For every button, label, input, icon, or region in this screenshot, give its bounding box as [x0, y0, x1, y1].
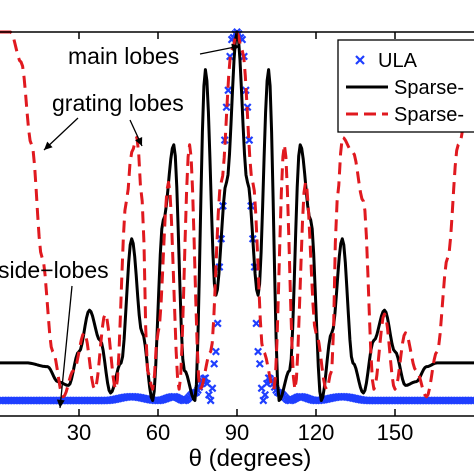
annotation-arrow: [59, 285, 73, 409]
ula-marker: [208, 384, 217, 393]
ula-marker: [261, 390, 270, 399]
ula-marker: [204, 390, 213, 399]
ula-marker: [206, 396, 215, 405]
ula-marker: [259, 396, 268, 405]
legend-label: Sparse-: [394, 104, 464, 126]
annotation-main-lobes: main lobes: [68, 43, 241, 69]
ula-marker: [252, 319, 261, 328]
x-tick-label: 30: [67, 420, 91, 445]
axes-layer: 30 60 90 120 150: [0, 31, 474, 445]
x-tick-label: 150: [377, 420, 414, 445]
legend-label: ULA: [378, 50, 418, 72]
ula-marker: [213, 319, 222, 328]
annotation-text: main lobes: [68, 43, 179, 69]
ula-marker: [210, 359, 219, 368]
ula-marker: [224, 86, 233, 95]
series-sparse-dashed-line: [0, 30, 474, 399]
x-tick-label: 90: [225, 420, 249, 445]
annotation-arrowhead: [56, 399, 65, 408]
legend-label: Sparse-: [394, 77, 464, 99]
legend-entry: ULA: [355, 50, 418, 72]
legend-entry: Sparse-: [346, 77, 464, 99]
ula-marker: [222, 103, 231, 112]
annotation-text: side−lobes: [0, 257, 109, 283]
annotations-layer: main lobes grating lobes side−lobes: [0, 43, 241, 409]
annotation-text: grating lobes: [52, 90, 184, 116]
ula-marker: [255, 359, 264, 368]
annotation-side-lobes: side−lobes: [0, 257, 109, 409]
x-tick-label: 60: [146, 420, 170, 445]
ula-marker: [245, 136, 254, 145]
ula-marker: [226, 52, 234, 61]
annotation-arrowhead: [231, 43, 240, 52]
x-tick-label: 120: [298, 420, 335, 445]
legend-swatch: [355, 55, 365, 65]
ula-marker: [262, 379, 271, 388]
ula-marker: [470, 396, 474, 405]
annotation-arrowhead: [44, 141, 53, 150]
annotation-grating-lobes: grating lobes: [43, 90, 184, 151]
legend: ULA Sparse- Sparse-: [337, 39, 474, 133]
ula-marker: [254, 347, 263, 356]
legend-entry: Sparse-: [346, 104, 464, 126]
x-axis-label: θ (degrees): [189, 445, 312, 472]
annotation-arrowhead: [135, 137, 143, 146]
ula-marker: [211, 347, 220, 356]
